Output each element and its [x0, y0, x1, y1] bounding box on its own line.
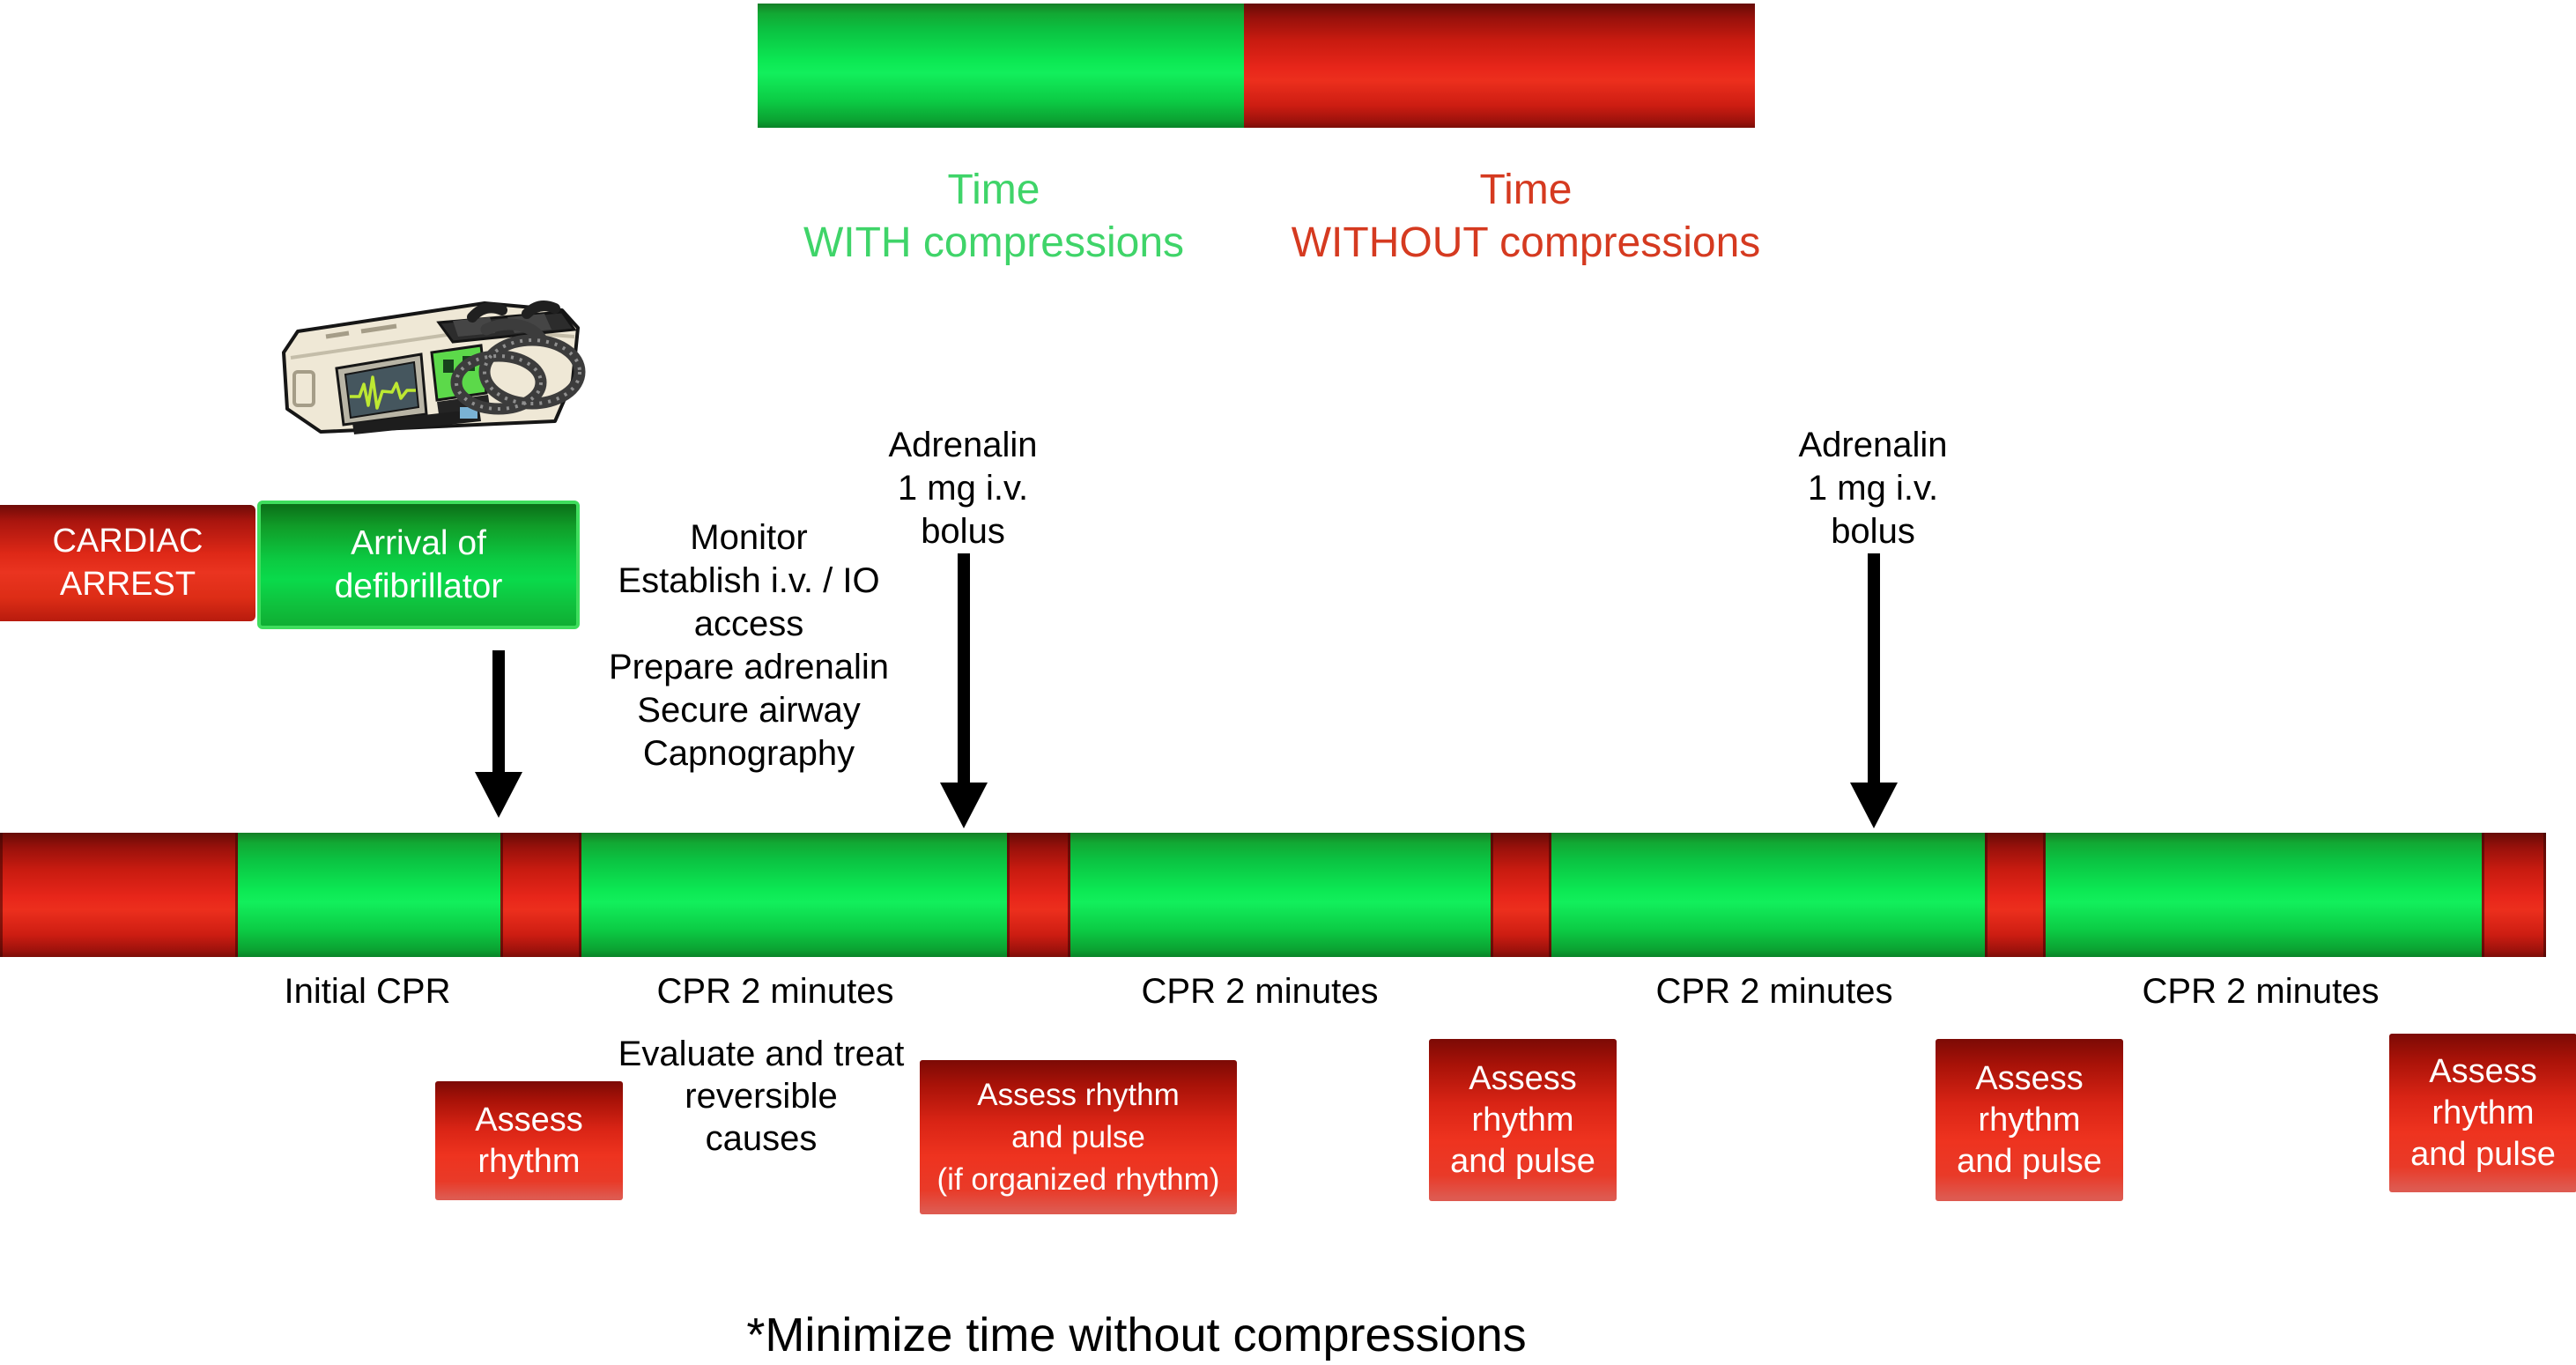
cardiac-arrest-box: CARDIAC ARREST: [0, 505, 255, 621]
assess-rhythm-box-1: Assess rhythm: [435, 1081, 623, 1200]
assess5-line1: Assess: [2429, 1052, 2537, 1090]
prep-line-secure-airway: Secure airway: [637, 691, 861, 730]
assess3-line3: and pulse: [1450, 1142, 1595, 1180]
timeline-segment-red: [1985, 833, 2046, 957]
arrival-line1: Arrival of: [351, 524, 486, 562]
adrenalin1-line2: 1 mg i.v.: [897, 469, 1029, 508]
timeline-segment-red: [1491, 833, 1551, 957]
cardiac-arrest-line2: ARREST: [59, 566, 196, 603]
down-arrow-icon-arrival: [474, 650, 523, 818]
timeline-segment-red: [1007, 833, 1070, 957]
evaluate-line1: Evaluate and treat: [618, 1035, 905, 1073]
timeline-label-cpr-2-minutes-1: CPR 2 minutes: [656, 972, 894, 1011]
cardiac-arrest-line1: CARDIAC: [52, 523, 204, 560]
evaluate-line2: reversible: [685, 1077, 838, 1116]
assess-rhythm-pulse-box-2: Assess rhythm and pulse (if organized rh…: [920, 1060, 1237, 1214]
timeline-segment-green: [1551, 833, 1985, 957]
prep-line-access: access: [693, 605, 804, 643]
adrenalin-bolus-label-2: Adrenalin 1 mg i.v. bolus: [1741, 424, 2005, 553]
timeline-label-cpr-2-minutes-3: CPR 2 minutes: [1655, 972, 1893, 1011]
assess5-line3: and pulse: [2410, 1135, 2556, 1173]
assess4-line1: Assess: [1975, 1059, 2084, 1097]
assess2-line3: (if organized rhythm): [936, 1161, 1220, 1197]
assess2-line2: and pulse: [1011, 1119, 1145, 1154]
assess1-line1: Assess: [475, 1101, 583, 1139]
adrenalin2-line2: 1 mg i.v.: [1807, 469, 1939, 508]
prep-line-capnography: Capnography: [642, 734, 855, 773]
footnote-minimize-time: *Minimize time without compressions: [746, 1309, 1527, 1361]
adrenalin-bolus-label-1: Adrenalin 1 mg i.v. bolus: [831, 424, 1095, 553]
adrenalin2-line1: Adrenalin: [1798, 426, 1948, 464]
timeline-label-cpr-2-minutes-4: CPR 2 minutes: [2142, 972, 2380, 1011]
legend-label-without-compressions: Time WITHOUT compressions: [1251, 164, 1801, 270]
evaluate-reversible-causes-text: Evaluate and treat reversible causes: [585, 1033, 937, 1160]
preparation-tasks-text: Monitor Establish i.v. / IO access Prepa…: [529, 516, 969, 775]
assess4-line3: and pulse: [1957, 1142, 2102, 1180]
evaluate-line3: causes: [705, 1119, 818, 1158]
down-arrow-icon-adrenalin-1: [939, 553, 988, 828]
assess-rhythm-pulse-box-3: Assess rhythm and pulse: [1429, 1039, 1617, 1201]
assess4-line2: rhythm: [1978, 1101, 2081, 1139]
legend-with-line1: Time: [947, 167, 1040, 213]
arrival-of-defibrillator-box: Arrival of defibrillator: [257, 501, 580, 629]
assess2-line1: Assess rhythm: [977, 1077, 1180, 1112]
legend-with-line2: WITH compressions: [803, 219, 1185, 266]
legend-bar: [758, 4, 1755, 128]
timeline-segment-red: [2482, 833, 2546, 957]
assess1-line2: rhythm: [477, 1142, 581, 1180]
adrenalin1-line3: bolus: [921, 512, 1005, 551]
adrenalin2-line3: bolus: [1831, 512, 1915, 551]
assess5-line2: rhythm: [2432, 1094, 2535, 1131]
legend-without-line1: Time: [1479, 167, 1573, 213]
assess-rhythm-pulse-box-5: Assess rhythm and pulse: [2389, 1034, 2576, 1192]
prep-line-establish-iv-io: Establish i.v. / IO: [618, 561, 880, 600]
timeline-label-cpr-2-minutes-2: CPR 2 minutes: [1141, 972, 1379, 1011]
legend-red-segment: [1244, 4, 1755, 128]
prep-line-monitor: Monitor: [690, 518, 808, 557]
legend-without-line2: WITHOUT compressions: [1291, 219, 1761, 266]
timeline-segment-green: [1070, 833, 1491, 957]
timeline-bar: [0, 833, 2576, 957]
timeline-label-initial-cpr: Initial CPR: [284, 972, 451, 1011]
arrival-line2: defibrillator: [334, 568, 503, 605]
timeline-segment-red: [0, 833, 238, 957]
assess3-line2: rhythm: [1471, 1101, 1574, 1139]
prep-line-prepare-adrenalin: Prepare adrenalin: [609, 648, 889, 686]
timeline-segment-green: [2046, 833, 2482, 957]
timeline-segment-red: [500, 833, 581, 957]
assess-rhythm-pulse-box-4: Assess rhythm and pulse: [1936, 1039, 2123, 1201]
defibrillator-icon: [282, 300, 586, 434]
legend-label-with-compressions: Time WITH compressions: [728, 164, 1260, 270]
timeline-segment-green: [581, 833, 1007, 957]
legend-green-segment: [758, 4, 1244, 128]
adrenalin1-line1: Adrenalin: [888, 426, 1038, 464]
assess3-line1: Assess: [1469, 1059, 1577, 1097]
down-arrow-icon-adrenalin-2: [1849, 553, 1899, 828]
timeline-segment-green: [238, 833, 500, 957]
